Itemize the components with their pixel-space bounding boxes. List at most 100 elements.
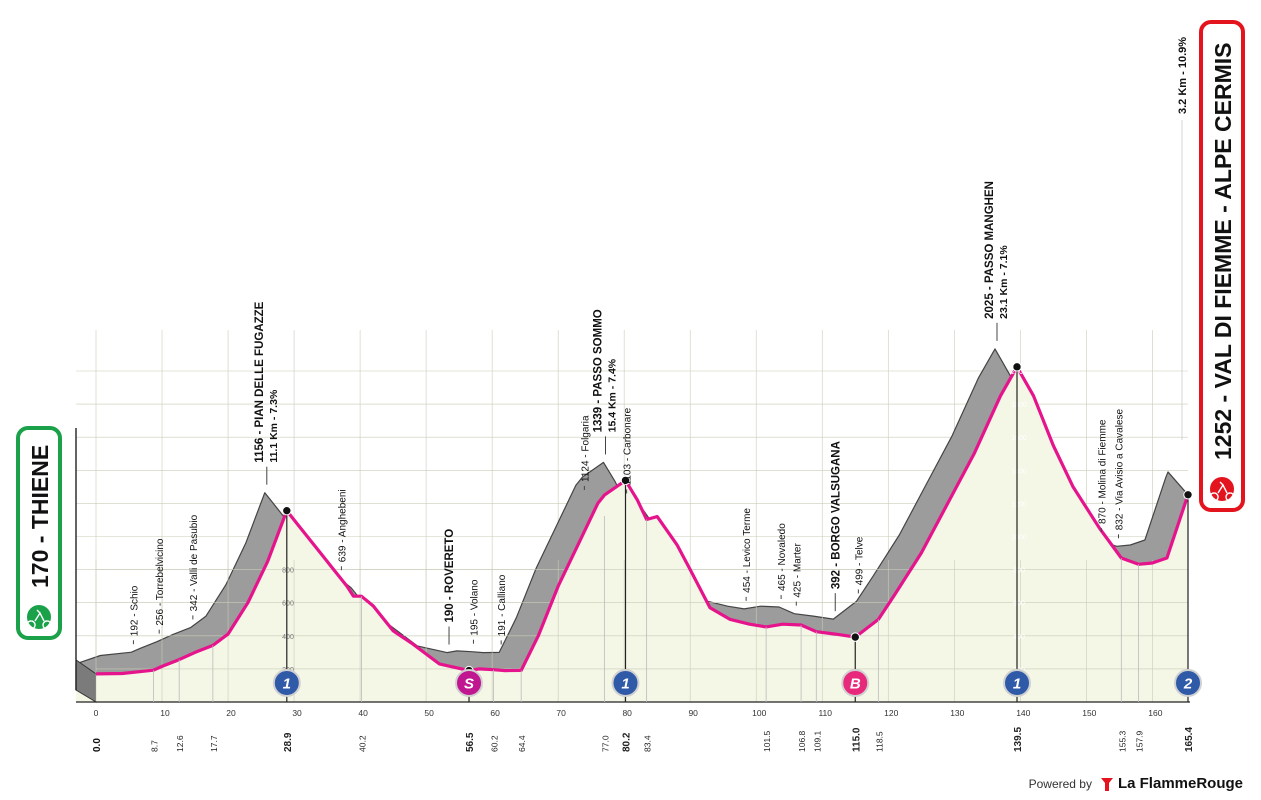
cyclist-start-icon [25, 603, 53, 631]
waypoint-label: 639 - Anghebeni [337, 489, 348, 562]
waypoint-km-label: 64.4 [517, 735, 527, 752]
start-label: 170 - THIENE [27, 445, 53, 588]
x-tick-label: 90 [688, 708, 698, 718]
cyclist-glyph-icon [26, 609, 52, 630]
marker-glyph: 1 [283, 676, 291, 693]
waypoint-label: 392 - BORGO VALSUGANA [830, 441, 842, 589]
waypoint-label: 499 - Telve [854, 536, 865, 585]
waypoint-km-label: 115.0 [851, 727, 862, 752]
waypoint-label: 870 - Molina di Fiemme [1097, 419, 1108, 524]
waypoint-km-label: 12.6 [175, 735, 185, 752]
marker-glyph: S [464, 676, 474, 693]
marker-glyph: 1 [1013, 676, 1021, 693]
waypoint-label: 1339 - PASSO SOMMO [592, 309, 604, 432]
finish-banner-frame [1199, 20, 1245, 512]
start-banner: 170 - THIENE [16, 426, 62, 640]
kom-cat1-marker-icon [611, 669, 640, 697]
kom-cat1-marker-icon [1003, 669, 1032, 697]
waypoint-label: 192 - Schio [129, 585, 140, 636]
x-tick-label: 70 [556, 708, 566, 718]
bonus-marker-icon [841, 669, 870, 697]
x-axis: 0 10 20 30 40 50 60 70 80 90 100 110 120 130 140 150 160 [94, 708, 1163, 718]
flame-rouge-logo-icon [1100, 777, 1113, 791]
waypoint-dot [282, 505, 292, 516]
y-tick-label: 1200 [1011, 501, 1027, 508]
waypoint-label: 342 - Valli de Pasubio [189, 514, 200, 611]
waypoint-km-label: 106.8 [797, 730, 807, 752]
waypoint-km-label: 8.7 [149, 740, 159, 752]
waypoint-km-label: 157.9 [1134, 730, 1144, 752]
y-tick-label: 1000 [1011, 535, 1027, 542]
y-tick-label-left: 400 [282, 634, 294, 641]
y-tick-label: 1800 [1011, 402, 1027, 409]
x-tick-label: 140 [1016, 708, 1030, 718]
x-tick-label: 130 [950, 708, 964, 718]
x-tick-label: 40 [358, 708, 368, 718]
waypoint-dot [620, 475, 631, 486]
waypoint-km-label: 109.1 [812, 730, 822, 752]
waypoints: 0.0 8.7 192 - Schio 12.6 256 - Torrebelvicin… [92, 181, 1195, 752]
cyclist-glyph-icon [1209, 481, 1235, 502]
waypoint-dot [1012, 362, 1022, 372]
y-tick-label-left: 600 [282, 601, 294, 608]
waypoint-km-label: 118.5 [874, 731, 884, 752]
kom-cat2-marker-icon [1174, 669, 1202, 697]
waypoint-label: 2025 - PASSO MANGHEN [984, 181, 996, 319]
waypoint-km-label: 0.0 [92, 738, 103, 752]
finish-banner: 1252 - VAL DI FIEMME - ALPE CERMIS 3.2 Km… [1177, 20, 1245, 512]
x-tick-label: 10 [160, 708, 170, 718]
marker-glyph: 1 [621, 676, 629, 693]
waypoint-km-label: 83.4 [643, 735, 653, 752]
marker-glyph: B [850, 676, 861, 693]
y-tick-label: 400 [1013, 634, 1025, 641]
waypoint-km-label: 80.2 [621, 732, 632, 752]
waypoint-km-label: 56.5 [465, 732, 476, 752]
finish-climb-info: 3.2 Km - 10.9% [1177, 37, 1189, 114]
x-tick-label: 120 [884, 708, 898, 718]
x-tick-label: 20 [226, 708, 236, 718]
x-tick-label: 160 [1148, 708, 1162, 718]
x-tick-label: 30 [292, 708, 302, 718]
y-tick-label: 2000 [1011, 369, 1027, 376]
waypoint-km-label: 165.4 [1184, 727, 1195, 752]
kom-cat1-marker-icon [272, 669, 301, 697]
waypoint-label: 190 - ROVERETO [444, 529, 456, 623]
waypoint-km-label: 155.3 [1117, 730, 1127, 752]
waypoint-climb-info: 15.4 Km - 7.4% [606, 358, 618, 432]
finish-label: 1252 - VAL DI FIEMME - ALPE CERMIS [1210, 43, 1236, 460]
profile-area [75, 348, 1190, 703]
waypoint-label: 454 - Levico Terme [742, 508, 753, 593]
start-banner-frame [16, 426, 62, 640]
y-tick-label: 600 [1013, 601, 1025, 608]
x-tick-label: 80 [622, 708, 632, 718]
x-tick-label: 60 [490, 708, 500, 718]
y-tick-label: 800 [1013, 568, 1025, 575]
waypoint-label: 256 - Torrebelvicino [155, 538, 166, 626]
waypoint-km-label: 139.5 [1013, 727, 1024, 752]
waypoint-km-label: 28.9 [283, 732, 294, 752]
waypoint-km-label: 17.7 [209, 735, 219, 752]
x-tick-label: 110 [818, 708, 832, 718]
waypoint-label: 195 - Volano [469, 579, 480, 636]
waypoint-label: 1124 - Folgaria [580, 415, 591, 482]
sprint-marker-icon [455, 669, 484, 697]
waypoint-label: 1103 - Carbonare [623, 407, 634, 485]
y-tick-label: 1400 [1011, 468, 1027, 475]
waypoint-km-label: 101.5 [762, 730, 772, 752]
waypoint-label: 465 - Novaledo [777, 523, 788, 591]
waypoint-label: 832 - Via Avisio a Cavalese [1114, 408, 1125, 530]
brand-name: La FlammeRouge [1100, 775, 1243, 792]
category-markers: 1 S 1 B 1 2 [272, 669, 1202, 697]
powered-by-credit: Powered by La FlammeRouge [1029, 775, 1243, 792]
profile-front-fill [96, 366, 1188, 702]
y-tick-label-left: 800 [282, 568, 294, 575]
waypoint-climb-info: 23.1 Km - 7.1% [998, 245, 1010, 319]
x-tick-label: 150 [1082, 708, 1096, 718]
waypoint-climb-info: 11.1 Km - 7.3% [268, 389, 280, 463]
marker-glyph: 2 [1183, 676, 1193, 693]
powered-by-label: Powered by [1028, 776, 1092, 791]
x-tick-label: 50 [424, 708, 434, 718]
waypoint-dot [850, 632, 860, 642]
y-tick-label: 1600 [1011, 435, 1027, 442]
